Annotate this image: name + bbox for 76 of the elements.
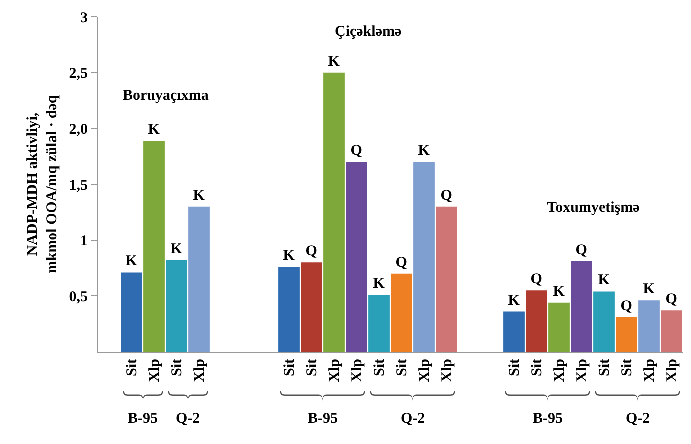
bar bbox=[571, 262, 592, 352]
data-label: K bbox=[193, 188, 206, 204]
data-label: Q bbox=[620, 298, 633, 314]
bar bbox=[504, 312, 525, 352]
bar bbox=[661, 310, 682, 352]
data-label: K bbox=[598, 272, 610, 289]
data-label: Q bbox=[396, 254, 408, 271]
data-label: Q bbox=[350, 143, 363, 160]
y-tick-label: 0,5 bbox=[69, 289, 88, 306]
x-tick-label: Xlp bbox=[192, 359, 208, 382]
bar bbox=[346, 162, 368, 352]
bar bbox=[548, 302, 570, 352]
data-label: K bbox=[553, 284, 566, 300]
x-tick-label: Sit bbox=[170, 359, 186, 377]
bar bbox=[121, 272, 142, 352]
bar bbox=[638, 300, 660, 352]
x-tick-label: Sit bbox=[620, 359, 636, 377]
bar bbox=[368, 295, 390, 352]
bar bbox=[391, 274, 412, 352]
x-tick-label: Sit bbox=[304, 359, 321, 377]
x-tick-label: Xlp bbox=[440, 359, 456, 382]
x-tick-label: Sit bbox=[394, 359, 411, 377]
bar bbox=[301, 262, 322, 352]
bar bbox=[278, 267, 300, 352]
x-tick-label: Xlp bbox=[574, 359, 591, 382]
x-tick-label: Xlp bbox=[552, 359, 568, 382]
x-tick-label: Sit bbox=[597, 359, 614, 377]
data-label: K bbox=[508, 292, 520, 309]
bar bbox=[166, 260, 188, 352]
data-label: K bbox=[643, 282, 656, 298]
data-label: K bbox=[148, 122, 160, 138]
y-tick-label: 3 bbox=[80, 10, 88, 26]
data-label: Q bbox=[306, 244, 318, 260]
data-label: K bbox=[126, 254, 138, 270]
text: B-95 bbox=[533, 411, 563, 427]
data-label: K bbox=[170, 241, 183, 258]
y-tick-label: 2,5 bbox=[69, 66, 88, 82]
data-label: Q bbox=[440, 188, 453, 204]
x-tick-label: Sit bbox=[372, 359, 388, 377]
text: B-95 bbox=[308, 411, 338, 427]
x-tick-label: Xlp bbox=[642, 359, 658, 382]
bar bbox=[144, 140, 165, 352]
y-tick-label: 2,0 bbox=[69, 122, 88, 138]
bar bbox=[324, 72, 345, 352]
x-tick-label: Xlp bbox=[350, 359, 366, 382]
bar bbox=[616, 317, 638, 352]
x-tick-label: Sit bbox=[507, 359, 524, 377]
data-label: K bbox=[418, 143, 430, 160]
y-axis-title: NADP-MDH aktivliyi, mkmol OOA/mq zülal · dəq bbox=[25, 94, 60, 274]
data-label: Q bbox=[666, 292, 678, 308]
data-label: Q bbox=[576, 242, 588, 259]
y-tick-label: 1,5 bbox=[69, 178, 88, 194]
bar bbox=[188, 206, 210, 352]
bar bbox=[414, 162, 435, 352]
bar bbox=[526, 290, 548, 352]
x-tick-label: Xlp bbox=[147, 359, 164, 382]
y-tick-label: 1 bbox=[80, 234, 88, 250]
annotation: Toxumyetişmə bbox=[547, 200, 640, 216]
annotation: Boruyaçıxma bbox=[123, 88, 210, 104]
text: Q-2 bbox=[176, 411, 200, 427]
data-label: K bbox=[283, 248, 296, 264]
data-label: K bbox=[328, 54, 340, 70]
data-label: Q bbox=[530, 272, 543, 288]
x-tick-label: Xlp bbox=[664, 359, 681, 382]
bar bbox=[436, 206, 458, 352]
text: Q-2 bbox=[626, 411, 650, 427]
bar bbox=[594, 292, 615, 352]
data-label: K bbox=[373, 276, 386, 292]
text: B-95 bbox=[128, 411, 158, 427]
annotation: Çiçəkləmə bbox=[335, 24, 402, 40]
text: Q-2 bbox=[401, 411, 426, 427]
x-tick-label: Sit bbox=[124, 359, 141, 377]
x-tick-label: Xlp bbox=[327, 359, 344, 382]
x-tick-label: Xlp bbox=[417, 359, 434, 382]
x-tick-label: Sit bbox=[282, 359, 298, 377]
x-tick-label: Sit bbox=[530, 359, 546, 377]
